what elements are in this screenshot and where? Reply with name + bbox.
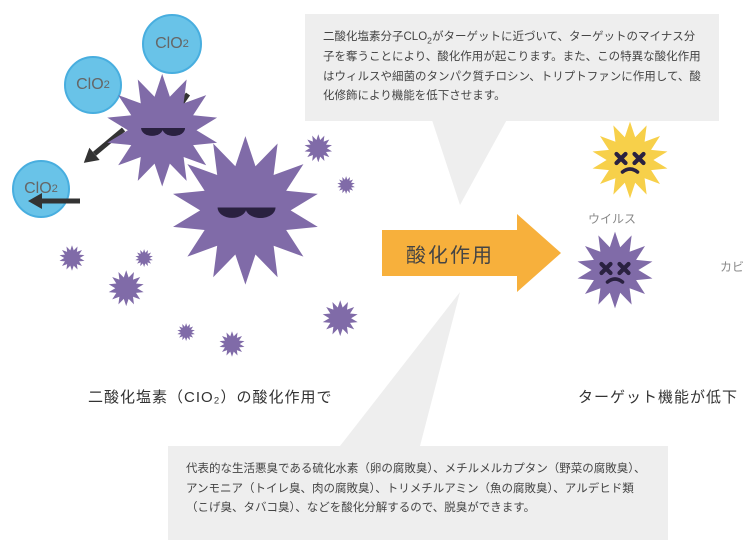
bottom-explain-box: 代表的な生活悪臭である硫化水素（卵の腐敗臭）、メチルメルカプタン（野菜の腐敗臭）… [168,446,668,540]
oxidation-arrow-label: 酸化作用 [382,230,518,276]
oxidation-arrow: 酸化作用 [382,230,561,276]
label-virus: ウイルス [588,210,636,227]
virus-small [135,249,153,272]
clo2-bubble: ClO2 [142,14,202,74]
virus-small [304,134,333,168]
label-mold: カビ [720,258,744,275]
virus-small [219,331,245,362]
virus-small [177,323,195,346]
top-explain-box: 二酸化塩素分子CLO2がターゲットに近づいて、ターゲットのマイナス分子を奪うこと… [305,14,719,121]
caption-right: ターゲット機能が低下 [578,386,738,407]
virus-small [337,176,355,199]
attack-arrow [28,186,80,211]
virus-small [322,300,358,341]
virus-small [108,270,144,311]
virus-yellow [591,121,669,204]
virus-small [59,245,85,276]
caption-left: 二酸化塩素（CIO₂）の酸化作用で [88,386,333,407]
virus-purple-small [576,231,654,314]
virus-large [170,135,321,291]
